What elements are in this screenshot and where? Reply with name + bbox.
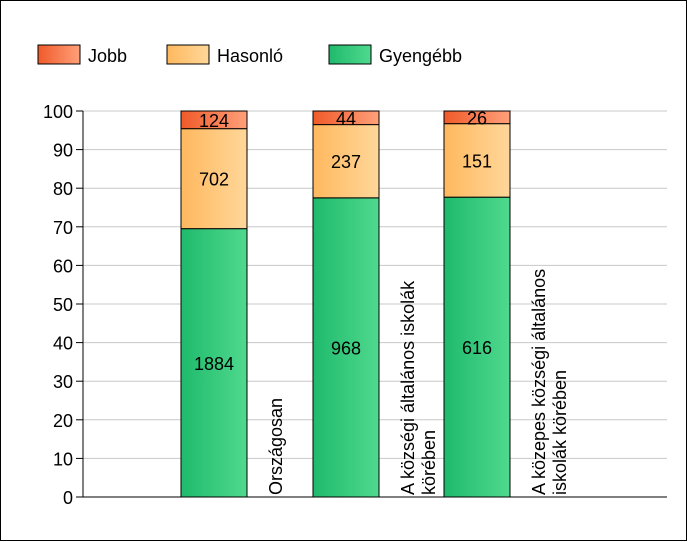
bar-group-3: 616 151 26 [443,108,511,498]
y-tick-label-100: 100 [43,102,73,122]
bar-hasonlo-2 [312,124,380,199]
legend-label-jobb: Jobb [88,46,127,66]
y-tick-label-0: 0 [63,488,73,508]
bar-hasonlo-1 [180,128,248,230]
y-tick-label-20: 20 [53,411,73,431]
y-tick-label-10: 10 [53,449,73,469]
bar-group-2: 968 237 44 [312,109,380,498]
bar-gyengebb-1 [180,228,248,498]
data-label-jobb-3: 26 [467,108,487,128]
bar-jobb-2 [312,110,380,126]
category-label-1: Országosan [266,398,286,495]
legend-label-hasonlo: Hasonló [217,46,283,66]
bar-jobb-3 [443,110,511,125]
category-label-3: A közepes községi általános iskolák köréb… [529,269,570,495]
legend: Jobb Hasonló Gyengébb [37,44,462,66]
bar-gyengebb-2 [312,197,380,498]
category-label-2-line-2: körében [419,430,439,495]
category-label-3-line-2: iskolák körében [550,370,570,495]
axes: 0 10 20 30 40 50 60 70 80 90 100 [43,102,667,508]
data-label-gyengebb-1: 1884 [194,354,234,374]
y-tick-label-90: 90 [53,141,73,161]
category-label-2: A községi általános iskolák körében [398,280,439,495]
y-tick-label-60: 60 [53,256,73,276]
y-tick-label-40: 40 [53,334,73,354]
legend-item-hasonlo: Hasonló [166,44,283,66]
data-label-hasonlo-2: 237 [331,152,361,172]
legend-label-gyengebb: Gyengébb [379,46,462,66]
y-tick-label-80: 80 [53,179,73,199]
bar-jobb-1 [180,110,248,130]
bar-hasonlo-3 [443,123,511,198]
data-label-gyengebb-2: 968 [331,338,361,358]
legend-swatch-hasonlo [166,44,210,65]
legend-swatch-gyengebb [328,44,372,65]
bar-group-1: 1884 702 124 [180,110,248,498]
data-label-hasonlo-1: 702 [199,170,229,190]
bar-gyengebb-3 [443,196,511,498]
category-labels: Országosan A községi általános iskolák kör… [266,269,570,495]
data-label-jobb-2: 44 [336,109,356,129]
category-label-1-line-1: Országosan [266,398,286,495]
legend-swatch-jobb [37,44,81,65]
y-tick-label-70: 70 [53,218,73,238]
y-tick-label-30: 30 [53,372,73,392]
y-tick-label-50: 50 [53,295,73,315]
data-label-jobb-1: 124 [199,111,229,131]
category-label-2-line-1: A községi általános iskolák [398,280,418,495]
category-label-3-line-1: A közepes községi általános [529,269,549,495]
bars: 1884 702 124 968 237 44 616 151 26 [180,108,511,498]
legend-item-jobb: Jobb [37,44,127,66]
data-label-hasonlo-3: 151 [462,151,492,171]
legend-item-gyengebb: Gyengébb [328,44,462,66]
data-label-gyengebb-3: 616 [462,338,492,358]
